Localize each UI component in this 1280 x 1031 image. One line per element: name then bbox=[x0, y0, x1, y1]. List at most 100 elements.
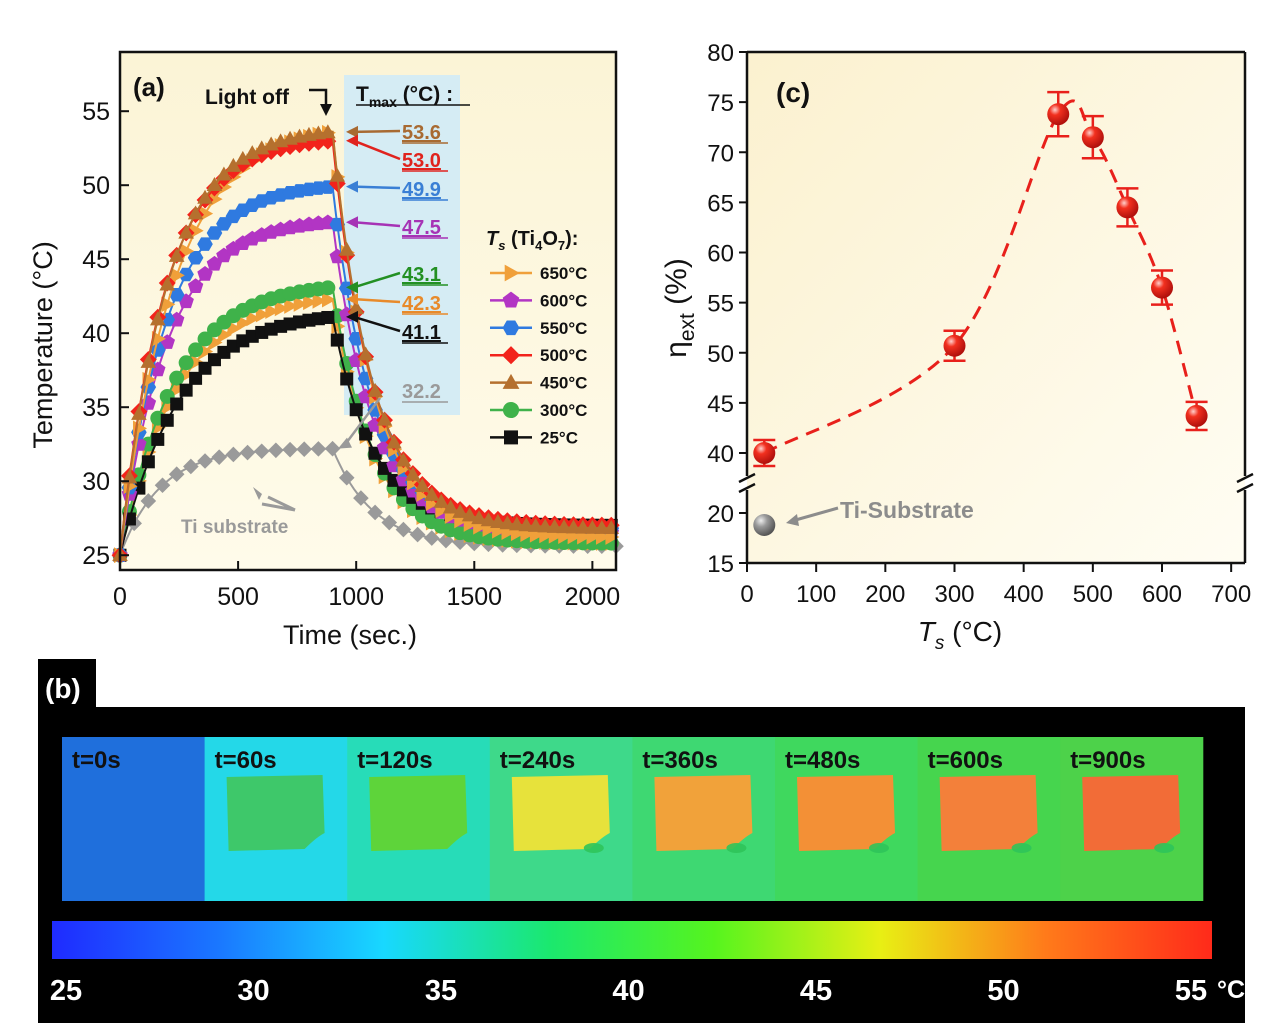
series-point bbox=[376, 411, 393, 426]
frame-time-label: t=120s bbox=[357, 747, 432, 774]
series-point bbox=[199, 205, 214, 222]
series-point bbox=[188, 342, 204, 358]
tmax-arrowhead bbox=[346, 134, 358, 147]
tmax-arrowhead bbox=[346, 180, 358, 193]
series-point bbox=[368, 446, 382, 460]
ti-substrate-point bbox=[353, 490, 369, 506]
series-point bbox=[253, 140, 270, 155]
series-point bbox=[395, 452, 412, 467]
ti-substrate-arrow bbox=[261, 495, 296, 512]
legend-title-mid: (Ti bbox=[505, 228, 535, 250]
series-point bbox=[187, 278, 204, 293]
frame-time-label: t=0s bbox=[72, 747, 121, 774]
series-point bbox=[197, 189, 213, 204]
tmax-arrow bbox=[353, 139, 401, 161]
panel-c-xlabel: Ts (°C) bbox=[918, 616, 1002, 654]
series-point bbox=[216, 217, 232, 231]
series-point bbox=[169, 370, 185, 386]
series-point bbox=[320, 280, 336, 296]
series-point bbox=[246, 310, 261, 327]
tmax-arrowhead bbox=[338, 437, 352, 449]
ti-substrate-point bbox=[438, 532, 454, 549]
tmax-value: 42.3 bbox=[402, 293, 441, 315]
legend-marker bbox=[504, 430, 518, 445]
series-point bbox=[349, 403, 363, 417]
series-point bbox=[244, 145, 261, 160]
ti-substrate-point bbox=[197, 453, 213, 469]
series-point bbox=[357, 346, 374, 361]
panel-c-xlabel-sub: s bbox=[935, 633, 945, 654]
panel-c-ytick-label: 65 bbox=[707, 190, 734, 217]
frame-time-label: t=240s bbox=[500, 747, 575, 774]
series-point bbox=[141, 455, 155, 469]
panel-c: 0 100 200 300 400 500 600 700 40 45 50 55 60 65 70 75 80… bbox=[660, 40, 1254, 654]
panel-c-plot-area bbox=[747, 52, 1245, 563]
series-point bbox=[151, 330, 166, 347]
thermal-sample bbox=[369, 775, 468, 851]
series-point bbox=[197, 266, 213, 281]
thermal-sample-spot bbox=[1154, 843, 1175, 853]
series-point bbox=[227, 320, 242, 337]
panel-a-ylabel: Temperature (°C) bbox=[28, 241, 58, 448]
panel-c-ylabel-sub: ext bbox=[676, 313, 699, 341]
ti-substrate-point bbox=[183, 458, 199, 475]
data-point bbox=[1047, 103, 1070, 126]
series-point bbox=[293, 296, 308, 312]
series-point bbox=[236, 315, 251, 331]
panel-c-ytick-label: 70 bbox=[707, 140, 734, 167]
ti-substrate-point bbox=[268, 442, 284, 459]
panel-c-xtick-label: 100 bbox=[796, 581, 836, 608]
legend-title: Ts (Ti4O7): bbox=[486, 228, 578, 253]
series-point bbox=[452, 503, 468, 518]
series-point bbox=[160, 413, 174, 427]
series-point bbox=[303, 294, 318, 311]
series-point bbox=[151, 432, 165, 446]
tmax-value: 43.1 bbox=[402, 264, 441, 286]
ti-substrate-point bbox=[423, 530, 440, 546]
series-point bbox=[168, 288, 185, 302]
tmax-value: 53.6 bbox=[402, 122, 441, 144]
ti-substrate-c-arrowhead bbox=[786, 514, 799, 526]
ti-substrate-point bbox=[211, 449, 227, 465]
colorbar-unit: °C bbox=[1217, 976, 1245, 1004]
data-point bbox=[943, 334, 966, 357]
legend-label: 25°C bbox=[540, 428, 578, 447]
light-off-arrow bbox=[309, 88, 328, 108]
ti-substrate-point bbox=[225, 446, 242, 463]
light-off-arrowhead bbox=[320, 104, 332, 116]
series-point bbox=[471, 510, 487, 525]
colorbar bbox=[52, 921, 1212, 959]
series-point bbox=[329, 167, 346, 182]
ti-substrate-point bbox=[154, 477, 171, 494]
tmax-arrow bbox=[344, 397, 381, 446]
series-point bbox=[189, 354, 204, 370]
colorbar-tick-label: 35 bbox=[425, 975, 457, 1007]
panel-a-label: (a) bbox=[133, 72, 165, 102]
ti-substrate-point bbox=[310, 441, 327, 457]
tmax-value: 47.5 bbox=[402, 217, 441, 239]
light-off-label: Light off bbox=[205, 86, 290, 109]
tmax-value: 41.1 bbox=[402, 322, 441, 344]
panel-a-xtick-label: 0 bbox=[113, 583, 127, 611]
series-point bbox=[284, 298, 299, 314]
series-point bbox=[265, 303, 280, 320]
series-point bbox=[159, 276, 176, 291]
thermal-sample bbox=[654, 775, 753, 851]
tmax-title-rest: (°C) : bbox=[397, 83, 453, 106]
series-point bbox=[321, 291, 336, 308]
series-point bbox=[367, 382, 383, 397]
legend-marker bbox=[502, 291, 520, 308]
panel-c-ytick-label: 60 bbox=[707, 241, 734, 268]
series-point bbox=[320, 124, 336, 139]
series-point bbox=[499, 515, 516, 530]
panel-c-xtick-label: 0 bbox=[740, 581, 753, 608]
thermal-sample bbox=[939, 775, 1038, 851]
colorbar-tick-label: 55 bbox=[1175, 975, 1207, 1007]
series-point bbox=[161, 296, 176, 313]
frame-time-label: t=360s bbox=[642, 747, 717, 774]
tmax-title-main: T bbox=[356, 83, 369, 106]
panel-c-ytick-label: 40 bbox=[707, 441, 734, 468]
series-point bbox=[340, 372, 354, 386]
tmax-arrow bbox=[353, 271, 401, 289]
ti-substrate-point bbox=[381, 514, 398, 531]
